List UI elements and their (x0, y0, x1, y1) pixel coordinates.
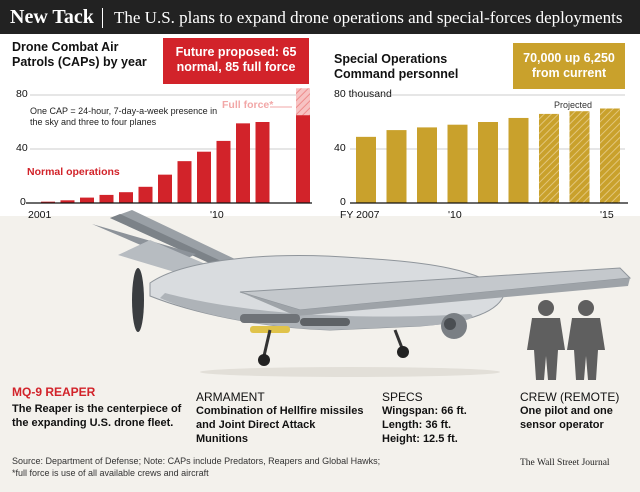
chart2-bar-2008 (386, 130, 407, 203)
armament-heading: ARMAMENT (196, 390, 265, 404)
header-bar: New Tack The U.S. plans to expand drone … (0, 0, 640, 34)
chart1-bar-2008 (177, 161, 192, 203)
chart1-callout: Future proposed: 65 normal, 85 full forc… (163, 38, 309, 84)
chart1-annotation-fullforce: Full force* (222, 99, 274, 111)
specs-length: Length: 36 ft. (382, 419, 452, 431)
chart1-title: Drone Combat Air Patrols (CAPs) by year (12, 40, 147, 69)
armament-text: Combination of Hellfire missiles and Joi… (196, 405, 364, 445)
header-divider (102, 8, 103, 28)
reaper-text: The Reaper is the centerpiece of the exp… (12, 403, 182, 429)
specs-height: Height: 12.5 ft. (382, 433, 458, 445)
chart1-ytick-40: 40 (16, 142, 28, 154)
chart2-xtick-15: '15 (600, 209, 614, 221)
chart1-bar-2010 (216, 140, 231, 203)
source-note: Source: Department of Defense; Note: CAP… (12, 456, 381, 466)
chart2-bar-2014 (569, 111, 590, 203)
chart1-bar-2012 (255, 122, 270, 203)
chart2-callout: 70,000 up 6,250 from current (513, 43, 625, 89)
chart2-bar-2010 (447, 124, 468, 203)
chart2-annotation-projected: Projected (554, 100, 593, 110)
chart2-ytick-80: 80 thousand (334, 88, 392, 100)
chart1-bar-2009 (197, 151, 211, 203)
chart1-bar-Future (296, 115, 310, 203)
chart1-xtick-10: '10 (210, 209, 224, 221)
chart2-ytick-0: 0 (340, 196, 346, 208)
dek: The U.S. plans to expand drone operation… (114, 8, 623, 27)
chart1-bar-2005 (119, 192, 133, 203)
chart1-ytick-80: 80 (16, 88, 28, 100)
chart2-bar-2011 (478, 122, 498, 203)
chart1-bar-2004 (99, 194, 114, 203)
chart1-bar-2002 (60, 200, 75, 203)
bar-charts-svg (26, 88, 628, 204)
chart2-xtick-10: '10 (448, 209, 462, 221)
crew-heading: CREW (REMOTE) (520, 390, 620, 404)
footnote: *full force is use of all available crew… (12, 468, 209, 478)
chart1-bar-2006 (138, 186, 153, 203)
chart1-bar-2001 (41, 201, 55, 203)
chart2-ytick-40: 40 (334, 142, 346, 154)
crew-text: One pilot and one sensor operator (520, 405, 613, 431)
specs-wingspan: Wingspan: 66 ft. (382, 405, 467, 417)
chart1-bar-2011 (236, 123, 250, 203)
chart2-bar-2007 (356, 136, 376, 203)
reaper-heading: MQ-9 REAPER (12, 385, 96, 399)
chart2-bar-2009 (417, 127, 437, 203)
chart2-bar-2012 (508, 117, 529, 203)
chart1-bar-2007 (158, 174, 172, 203)
credit: The Wall Street Journal (520, 458, 610, 468)
chart1-ytick-0: 0 (20, 196, 26, 208)
chart1-bar-2003 (80, 197, 94, 203)
chart2-bar-2015 (600, 108, 620, 203)
specs-heading: SPECS (382, 390, 423, 404)
chart1-note: One CAP = 24-hour, 7-day-a-week presence… (30, 106, 218, 127)
chart1-xtick-2001: 2001 (28, 209, 52, 221)
chart2-bar-2013 (539, 113, 559, 203)
charts-panel (0, 0, 640, 216)
headline: New Tack (10, 6, 94, 28)
chart1-annotation-normal: Normal operations (27, 166, 120, 178)
chart2-xtick-fy2007: FY 2007 (340, 209, 380, 221)
chart2-title: Special Operations Command personnel (334, 52, 459, 81)
